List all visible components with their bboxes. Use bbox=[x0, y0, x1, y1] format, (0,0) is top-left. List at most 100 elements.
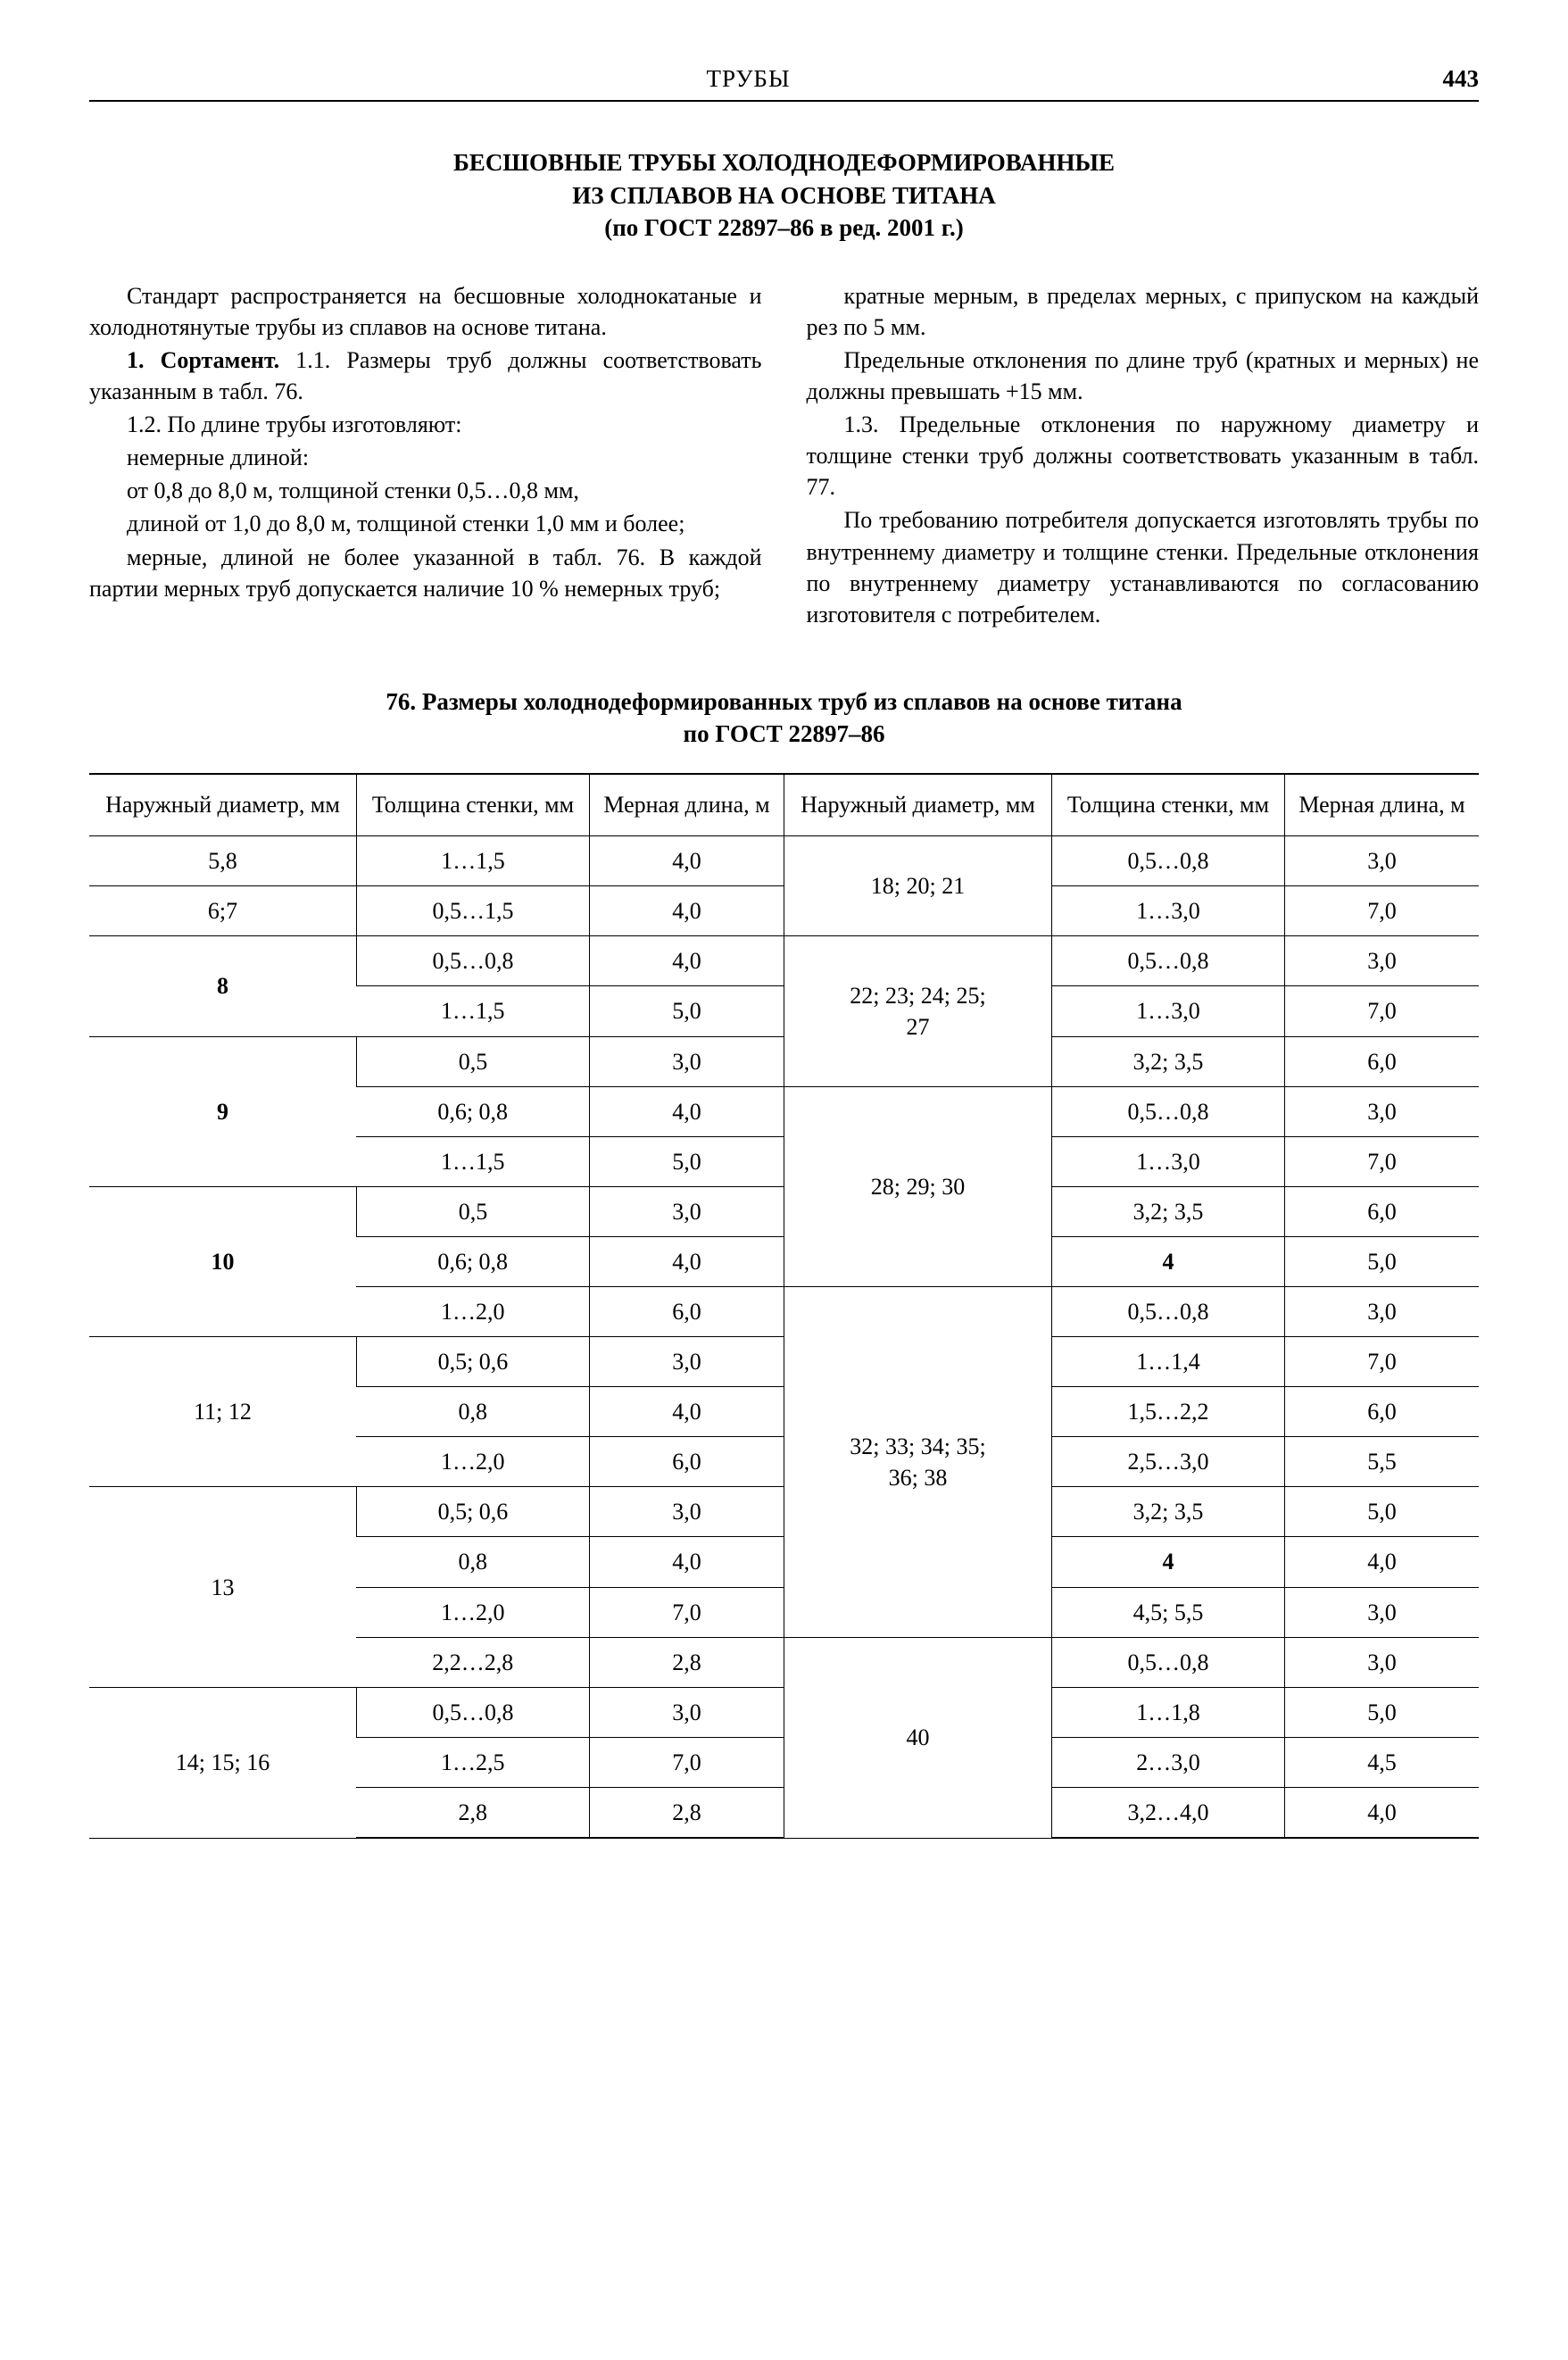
cell-diameter: 10 bbox=[89, 1186, 356, 1336]
cell-length: 5,0 bbox=[1284, 1236, 1479, 1286]
title-line-1: БЕСШОВНЫЕ ТРУБЫ ХОЛОДНОДЕФОРМИРОВАННЫЕ bbox=[89, 146, 1479, 179]
cell-thickness: 1…3,0 bbox=[1051, 886, 1284, 936]
cell-length: 7,0 bbox=[1284, 1136, 1479, 1186]
cell-thickness: 2,5…3,0 bbox=[1051, 1437, 1284, 1487]
para: Стандарт распространяется на бесшовные х… bbox=[89, 280, 762, 343]
cell-length: 4,0 bbox=[1284, 1537, 1479, 1587]
cell-length: 5,0 bbox=[1284, 1687, 1479, 1737]
right-column: кратные мерным, в пределах мерных, с при… bbox=[807, 280, 1480, 632]
col-header: Наружный диаметр, мм bbox=[89, 774, 356, 836]
table-row: 5,81…1,54,018; 20; 210,5…0,83,0 bbox=[89, 836, 1479, 886]
document-title: БЕСШОВНЫЕ ТРУБЫ ХОЛОДНОДЕФОРМИРОВАННЫЕ И… bbox=[89, 146, 1479, 244]
para: мерные, длиной не более указанной в табл… bbox=[89, 542, 762, 604]
cell-diameter: 32; 33; 34; 35;36; 38 bbox=[784, 1287, 1051, 1638]
cell-length: 5,0 bbox=[589, 1136, 784, 1186]
cell-length: 5,0 bbox=[589, 986, 784, 1036]
para: немерные длиной: bbox=[89, 442, 762, 473]
cell-thickness: 1…2,5 bbox=[356, 1737, 589, 1787]
cell-thickness: 0,5…0,8 bbox=[1051, 1287, 1284, 1337]
cell-thickness: 2,8 bbox=[356, 1787, 589, 1838]
body-columns: Стандарт распространяется на бесшовные х… bbox=[89, 280, 1479, 632]
table-title: 76. Размеры холоднодеформированных труб … bbox=[89, 686, 1479, 751]
cell-thickness: 1…2,0 bbox=[356, 1587, 589, 1637]
cell-length: 7,0 bbox=[1284, 886, 1479, 936]
cell-length: 6,0 bbox=[1284, 1186, 1479, 1236]
title-line-3: (по ГОСТ 22897–86 в ред. 2001 г.) bbox=[89, 212, 1479, 244]
para: от 0,8 до 8,0 м, толщиной стенки 0,5…0,8… bbox=[89, 475, 762, 506]
cell-length: 7,0 bbox=[589, 1587, 784, 1637]
cell-thickness: 4,5; 5,5 bbox=[1051, 1587, 1284, 1637]
cell-thickness: 3,2; 3,5 bbox=[1051, 1186, 1284, 1236]
cell-thickness: 0,6; 0,8 bbox=[356, 1086, 589, 1136]
cell-thickness: 0,5 bbox=[356, 1186, 589, 1236]
title-line-2: ИЗ СПЛАВОВ НА ОСНОВЕ ТИТАНА bbox=[89, 179, 1479, 212]
cell-length: 3,0 bbox=[1284, 1587, 1479, 1637]
header-center-text: ТРУБЫ bbox=[89, 62, 1407, 95]
page-header: ТРУБЫ 443 bbox=[89, 62, 1479, 102]
cell-diameter: 40 bbox=[784, 1637, 1051, 1838]
table-header-row: Наружный диаметр, мм Толщина стенки, мм … bbox=[89, 774, 1479, 836]
cell-length: 3,0 bbox=[1284, 936, 1479, 986]
para: По требованию потребителя допускается из… bbox=[807, 504, 1480, 629]
cell-length: 3,0 bbox=[589, 1337, 784, 1387]
cell-length: 4,5 bbox=[1284, 1737, 1479, 1787]
cell-thickness: 1…2,0 bbox=[356, 1437, 589, 1487]
cell-thickness: 1…3,0 bbox=[1051, 1136, 1284, 1186]
col-header: Толщина стенки, мм bbox=[1051, 774, 1284, 836]
para-bold-lead: 1. Сортамент. bbox=[127, 347, 279, 373]
cell-length: 5,0 bbox=[1284, 1487, 1479, 1537]
cell-thickness: 0,5…0,8 bbox=[356, 1687, 589, 1737]
cell-diameter: 8 bbox=[89, 936, 356, 1036]
para: 1.2. По длине трубы изготовляют: bbox=[89, 409, 762, 440]
cell-length: 3,0 bbox=[589, 1687, 784, 1737]
cell-thickness: 2,2…2,8 bbox=[356, 1637, 589, 1687]
cell-length: 7,0 bbox=[1284, 986, 1479, 1036]
cell-length: 6,0 bbox=[1284, 1036, 1479, 1086]
cell-thickness: 1…3,0 bbox=[1051, 986, 1284, 1036]
cell-thickness: 1…1,8 bbox=[1051, 1687, 1284, 1737]
col-header: Мерная длина, м bbox=[589, 774, 784, 836]
cell-diameter: 5,8 bbox=[89, 836, 356, 886]
cell-length: 3,0 bbox=[1284, 1086, 1479, 1136]
col-header: Наружный диаметр, мм bbox=[784, 774, 1051, 836]
cell-thickness: 3,2; 3,5 bbox=[1051, 1036, 1284, 1086]
cell-length: 6,0 bbox=[589, 1287, 784, 1337]
cell-length: 6,0 bbox=[589, 1437, 784, 1487]
cell-thickness: 0,5…0,8 bbox=[1051, 1637, 1284, 1687]
cell-thickness: 3,2…4,0 bbox=[1051, 1787, 1284, 1838]
cell-thickness: 2…3,0 bbox=[1051, 1737, 1284, 1787]
table-title-line2: по ГОСТ 22897–86 bbox=[89, 718, 1479, 750]
cell-thickness: 0,5; 0,6 bbox=[356, 1487, 589, 1537]
cell-length: 3,0 bbox=[589, 1487, 784, 1537]
cell-thickness: 0,8 bbox=[356, 1537, 589, 1587]
cell-thickness: 1…1,5 bbox=[356, 1136, 589, 1186]
cell-length: 3,0 bbox=[589, 1036, 784, 1086]
cell-length: 5,5 bbox=[1284, 1437, 1479, 1487]
cell-thickness: 1…1,5 bbox=[356, 836, 589, 886]
cell-length: 3,0 bbox=[589, 1186, 784, 1236]
cell-diameter: 9 bbox=[89, 1036, 356, 1186]
cell-diameter: 13 bbox=[89, 1487, 356, 1687]
cell-thickness: 1,5…2,2 bbox=[1051, 1387, 1284, 1437]
cell-length: 4,0 bbox=[1284, 1787, 1479, 1838]
cell-thickness: 0,5…1,5 bbox=[356, 886, 589, 936]
cell-length: 4,0 bbox=[589, 936, 784, 986]
cell-length: 4,0 bbox=[589, 1236, 784, 1286]
cell-thickness: 0,5 bbox=[356, 1036, 589, 1086]
cell-length: 3,0 bbox=[1284, 836, 1479, 886]
cell-length: 3,0 bbox=[1284, 1637, 1479, 1687]
cell-thickness: 3,2; 3,5 bbox=[1051, 1487, 1284, 1537]
cell-diameter: 28; 29; 30 bbox=[784, 1086, 1051, 1286]
cell-thickness: 1…2,0 bbox=[356, 1287, 589, 1337]
page-number: 443 bbox=[1407, 62, 1479, 95]
cell-length: 4,0 bbox=[589, 836, 784, 886]
left-column: Стандарт распространяется на бесшовные х… bbox=[89, 280, 762, 632]
cell-thickness: 4 bbox=[1051, 1537, 1284, 1587]
cell-thickness: 0,6; 0,8 bbox=[356, 1236, 589, 1286]
para: 1.3. Предельные отклонения по наружному … bbox=[807, 409, 1480, 503]
cell-thickness: 0,8 bbox=[356, 1387, 589, 1437]
cell-length: 4,0 bbox=[589, 1537, 784, 1587]
cell-diameter: 22; 23; 24; 25;27 bbox=[784, 936, 1051, 1086]
cell-thickness: 4 bbox=[1051, 1236, 1284, 1286]
para: длиной от 1,0 до 8,0 м, толщиной стенки … bbox=[89, 508, 762, 539]
